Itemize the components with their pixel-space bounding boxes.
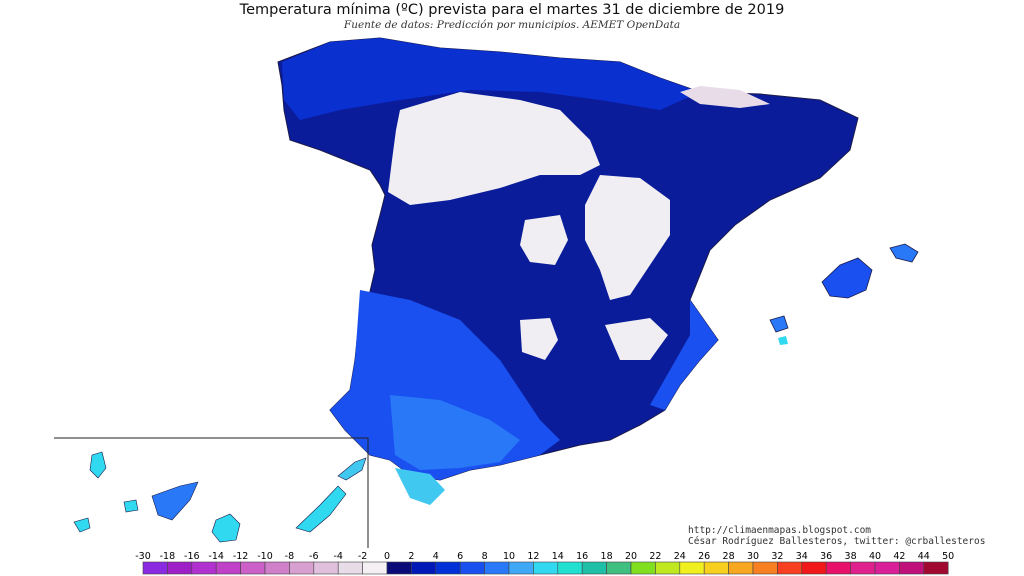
la-palma <box>89 451 107 479</box>
canarias-inset-frame <box>54 437 369 548</box>
legend-tick-label: 6 <box>457 551 463 562</box>
legend-color-swatch <box>850 561 876 575</box>
legend-color-swatch <box>533 561 559 575</box>
legend-tick-label: 20 <box>625 551 637 562</box>
legend-tick-label: 38 <box>845 551 857 562</box>
guadalquivir-mild <box>390 395 520 470</box>
legend-tick-label: -30 <box>135 551 151 562</box>
northern-plateau-cold <box>388 92 600 205</box>
legend-color-swatch <box>728 561 754 575</box>
legend-tick-label: 32 <box>771 551 783 562</box>
legend-tick-label: -8 <box>285 551 294 562</box>
temperature-map <box>54 37 919 548</box>
legend-tick-label: 18 <box>601 551 613 562</box>
legend-tick-label: 42 <box>893 551 905 562</box>
legend-tick-label: 36 <box>820 551 832 562</box>
el-hierro <box>73 517 91 533</box>
central-cold-patch <box>520 215 568 265</box>
legend-color-swatch <box>655 561 681 575</box>
credits-author: César Rodríguez Ballesteros, twitter: @c… <box>688 536 986 547</box>
legend-tick-label: 50 <box>942 551 954 562</box>
legend-tick-label: 2 <box>408 551 414 562</box>
legend-tick-label: -12 <box>233 551 249 562</box>
legend-color-swatch <box>337 561 363 575</box>
credits-block: http://climaenmapas.blogspot.com César R… <box>688 525 985 547</box>
mallorca <box>821 257 873 299</box>
legend-tick-label: 30 <box>747 551 759 562</box>
legend-tick-label: 10 <box>503 551 515 562</box>
legend-color-swatch <box>240 561 266 575</box>
formentera <box>778 336 788 345</box>
levante-cold-patch <box>605 318 668 360</box>
legend-tick-label: 34 <box>796 551 808 562</box>
legend-color-swatch <box>825 561 851 575</box>
la-gomera <box>123 499 139 513</box>
legend-color-swatch <box>752 561 778 575</box>
credits-blog-url: http://climaenmapas.blogspot.com <box>688 525 872 536</box>
map-subtitle: Fuente de datos: Predicción por municipi… <box>343 19 681 31</box>
map-title: Temperatura mínima (ºC) prevista para el… <box>239 2 785 18</box>
legend-color-swatch <box>313 561 339 575</box>
mediterranean-coast <box>650 300 718 410</box>
legend-color-swatch <box>191 561 217 575</box>
legend-color-swatch <box>703 561 729 575</box>
legend-color-swatch <box>386 561 412 575</box>
legend-color-swatch <box>484 561 510 575</box>
pyrenees-cold <box>680 86 770 108</box>
ibiza <box>769 315 789 333</box>
tenerife <box>151 481 199 521</box>
temperature-legend: -30 -18 -16 -14 -12 -10 -8 -6 -4 -2 0 2 4 6 8 10 12 14 16 1… <box>135 551 954 575</box>
cadiz-warm <box>395 468 445 505</box>
legend-tick-label: 44 <box>918 551 930 562</box>
legend-tick-label: 40 <box>869 551 881 562</box>
legend-color-swatch <box>411 561 437 575</box>
legend-tick-label: -16 <box>184 551 200 562</box>
legend-tick-label: -2 <box>358 551 367 562</box>
legend-color-swatch <box>557 561 583 575</box>
mancha-cold-patch <box>520 318 558 360</box>
menorca <box>889 243 919 263</box>
legend-tick-label: -14 <box>208 551 224 562</box>
legend-color-swatch <box>435 561 461 575</box>
legend-color-swatch <box>801 561 827 575</box>
legend-tick-label: 8 <box>482 551 488 562</box>
legend-color-swatch <box>167 561 193 575</box>
fuerteventura <box>295 485 347 533</box>
legend-tick-label: -4 <box>333 551 342 562</box>
legend-tick-label: 22 <box>649 551 661 562</box>
lanzarote <box>337 457 367 481</box>
legend-color-swatch <box>142 561 168 575</box>
legend-tick-label: 26 <box>698 551 710 562</box>
legend-color-swatch <box>289 561 315 575</box>
legend-tick-label: 16 <box>576 551 588 562</box>
legend-tick-label: 14 <box>552 551 564 562</box>
legend-tick-label: -18 <box>160 551 176 562</box>
legend-color-swatch <box>923 561 949 575</box>
legend-color-swatch <box>362 561 388 575</box>
legend-tick-label: 4 <box>433 551 439 562</box>
legend-color-swatch <box>899 561 925 575</box>
legend-color-swatch <box>508 561 534 575</box>
legend-color-swatch <box>777 561 803 575</box>
legend-color-swatch <box>630 561 656 575</box>
legend-color-swatch <box>264 561 290 575</box>
legend-color-swatch <box>606 561 632 575</box>
legend-tick-label: -10 <box>257 551 273 562</box>
legend-color-swatch <box>679 561 705 575</box>
legend-tick-label: 28 <box>723 551 735 562</box>
iberian-range-cold <box>585 175 670 300</box>
gran-canaria <box>211 513 241 543</box>
legend-tick-label: 24 <box>674 551 686 562</box>
cantabrian-band <box>282 38 700 120</box>
legend-tick-label: -6 <box>309 551 318 562</box>
legend-color-swatch <box>459 561 485 575</box>
legend-tick-label: 0 <box>384 551 390 562</box>
legend-color-swatch <box>874 561 900 575</box>
legend-tick-label: 12 <box>527 551 539 562</box>
legend-color-swatch <box>581 561 607 575</box>
legend-color-swatch <box>215 561 241 575</box>
